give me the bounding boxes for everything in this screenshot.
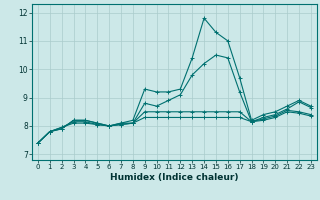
X-axis label: Humidex (Indice chaleur): Humidex (Indice chaleur): [110, 173, 239, 182]
